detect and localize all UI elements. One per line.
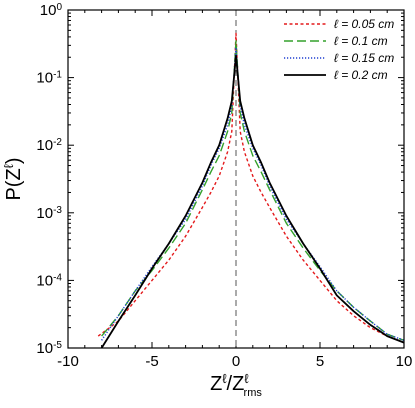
legend-label-1: ℓ = 0.05 cm	[334, 17, 394, 31]
y-tick-label: 10-1	[36, 69, 62, 87]
series-line-2	[101, 40, 405, 341]
y-tick-label: 100	[40, 2, 63, 20]
y-tick-label: 10-3	[36, 204, 62, 222]
y-tick-labels: 10-5 10-4 10-3 10-2 10-1 100	[36, 2, 62, 358]
series-line-4	[100, 54, 405, 349]
x-tick-label: 0	[232, 353, 240, 370]
x-title-sub: rms	[244, 387, 263, 399]
legend-label-2: ℓ = 0.1 cm	[334, 34, 388, 48]
x-tick-label: -5	[145, 353, 158, 370]
y-tick-label: 10-2	[36, 137, 62, 155]
y-tick-label: 10-5	[36, 340, 62, 358]
y-axis-title: P(Zℓ)	[1, 157, 26, 200]
x-title-sup: ℓ	[222, 371, 227, 386]
x-title-sep: /Z	[227, 373, 245, 395]
legend-label-3: ℓ = 0.15 cm	[334, 51, 394, 65]
x-title-main: Z	[210, 373, 222, 395]
x-title-sup2: ℓ	[244, 371, 249, 386]
x-tick-label: -10	[57, 353, 79, 370]
legend: ℓ = 0.05 cm ℓ = 0.1 cm ℓ = 0.15 cm ℓ = 0.2 …	[284, 17, 394, 82]
y-tick-label: 10-4	[36, 272, 62, 290]
y-title-sup: ℓ	[1, 163, 16, 168]
x-tick-labels: -10 -5 0 5 10	[57, 353, 412, 370]
plot-frame	[67, 9, 405, 349]
x-tick-label: 10	[396, 353, 413, 370]
legend-label-4: ℓ = 0.2 cm	[334, 68, 388, 82]
series-group	[97, 32, 405, 349]
y-title-close: )	[3, 157, 25, 164]
x-tick-label: 5	[316, 353, 324, 370]
y-title-main: P(Z	[3, 168, 25, 200]
x-axis-title: Zℓ/Zℓ rms	[210, 371, 262, 400]
